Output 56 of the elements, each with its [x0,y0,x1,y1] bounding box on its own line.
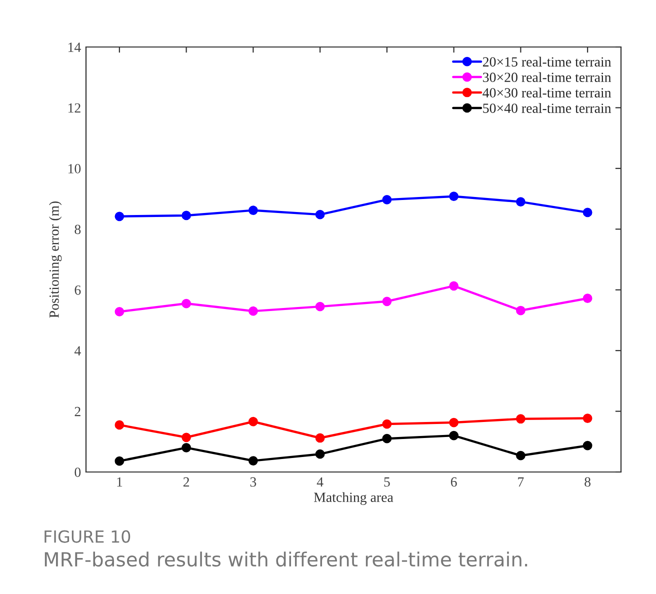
x-tick-label: 3 [250,477,256,487]
point [182,443,191,452]
point [114,307,124,316]
point [182,210,191,220]
x-tick-label: 1 [117,477,122,486]
point [248,306,258,316]
point [114,420,124,430]
y-tick-label: 10 [68,164,81,174]
y-tick-label: 6 [74,285,81,295]
legend-label: 50×40 real-time terrain [483,103,612,113]
y-tick-label: 4 [74,346,81,356]
point [382,419,392,429]
y-tick-label: 0 [74,468,81,477]
legend-label: 40×30 real-time terrain [482,88,612,98]
x-axis-title: Matching area [314,492,394,505]
legend-label: 20×15 real-time terrain [482,56,612,67]
y-tick-label: 8 [74,224,81,234]
point [582,414,592,423]
point [114,456,124,466]
x-tick-label: 6 [450,477,457,487]
point [315,210,325,220]
point [315,449,325,459]
point [382,296,392,306]
point [248,456,258,466]
point [516,197,526,207]
point [516,414,526,424]
point [516,450,526,460]
point [582,440,592,450]
y-axis-title: Positioning error (m) [49,201,62,318]
point [382,195,392,204]
point [248,206,258,216]
point [382,434,392,444]
text: MRF-based results with different real-time terrain. [44,552,528,567]
point [449,192,458,202]
point [449,430,458,440]
x-tick-label: 8 [584,477,591,487]
x-tick-label: 5 [384,477,390,487]
y-tick-label: 2 [74,406,80,416]
point [582,294,592,304]
point [449,418,458,428]
x-tick-label: 4 [316,477,324,486]
text: FIGURE 10 [44,530,130,543]
point [182,298,191,308]
point [315,433,325,443]
point [248,416,258,426]
point [114,212,124,222]
legend-label: 30×20 real-time terrain [483,72,612,82]
point [449,281,458,291]
point [516,306,526,316]
x-tick-label: 7 [518,477,524,486]
y-tick-label: 12 [68,103,80,113]
point [182,432,191,442]
y-tick-label: 14 [68,42,81,52]
x-tick-label: 2 [183,477,190,486]
point [582,208,592,218]
point [315,302,325,312]
